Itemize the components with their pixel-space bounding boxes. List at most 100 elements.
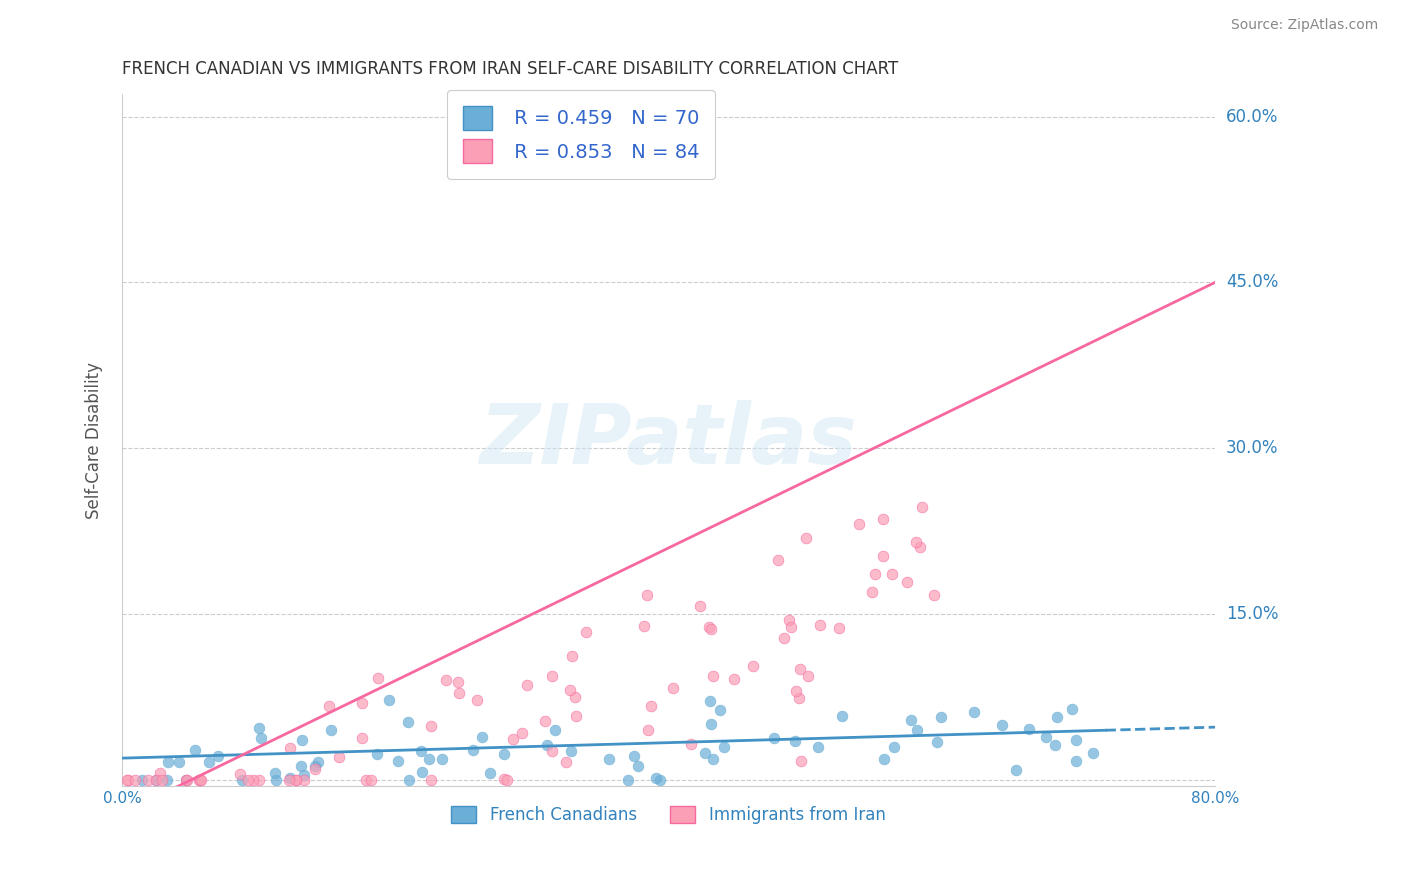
Point [808, 618, 831, 632]
Point [929, 710, 952, 724]
Point [496, 773, 519, 788]
Point [502, 731, 524, 746]
Point [702, 669, 724, 683]
Point [145, 773, 167, 788]
Point [420, 719, 443, 733]
Point [848, 517, 870, 532]
Point [991, 717, 1014, 731]
Point [796, 531, 818, 545]
Point [790, 754, 813, 768]
Point [783, 734, 806, 748]
Point [249, 731, 271, 746]
Point [633, 619, 655, 633]
Text: Source: ZipAtlas.com: Source: ZipAtlas.com [1230, 18, 1378, 32]
Point [780, 619, 803, 633]
Point [398, 715, 420, 730]
Point [863, 567, 886, 582]
Point [156, 755, 179, 769]
Y-axis label: Self-Care Disability: Self-Care Disability [86, 361, 103, 518]
Point [319, 723, 342, 737]
Point [378, 693, 401, 707]
Point [292, 768, 315, 782]
Point [541, 669, 564, 683]
Point [354, 773, 377, 788]
Point [187, 773, 209, 788]
Point [188, 773, 211, 788]
Point [516, 678, 538, 692]
Point [1018, 722, 1040, 736]
Point [360, 773, 382, 788]
Point [434, 673, 457, 687]
Point [768, 552, 790, 566]
Point [318, 699, 340, 714]
Point [411, 765, 433, 780]
Point [430, 752, 453, 766]
Point [167, 755, 190, 769]
Point [709, 703, 731, 717]
Point [278, 773, 301, 788]
Legend: French Canadians, Immigrants from Iran: French Canadians, Immigrants from Iran [443, 798, 894, 833]
Point [411, 743, 433, 757]
Point [873, 752, 896, 766]
Point [198, 756, 221, 770]
Point [367, 671, 389, 685]
Point [905, 723, 928, 738]
Point [575, 624, 598, 639]
Point [136, 773, 159, 788]
Point [247, 773, 270, 788]
Point [900, 713, 922, 727]
Point [697, 620, 720, 634]
Point [465, 693, 488, 707]
Point [479, 766, 502, 780]
Point [1064, 754, 1087, 768]
Point [555, 755, 578, 769]
Point [174, 773, 197, 788]
Text: ZIPatlas: ZIPatlas [479, 400, 858, 481]
Point [623, 749, 645, 764]
Point [494, 772, 516, 787]
Point [627, 759, 650, 773]
Point [640, 698, 662, 713]
Point [184, 742, 207, 756]
Point [662, 681, 685, 695]
Point [420, 773, 443, 788]
Point [679, 737, 702, 751]
Point [785, 684, 807, 698]
Point [534, 714, 557, 728]
Point [699, 694, 721, 708]
Point [247, 721, 270, 735]
Point [713, 740, 735, 755]
Text: 45.0%: 45.0% [1226, 274, 1278, 292]
Point [290, 759, 312, 773]
Point [1081, 746, 1104, 760]
Point [117, 773, 139, 788]
Point [872, 549, 894, 564]
Point [176, 773, 198, 788]
Point [155, 773, 177, 788]
Point [1045, 738, 1067, 752]
Point [471, 730, 494, 744]
Point [264, 773, 287, 788]
Point [117, 773, 139, 788]
Point [150, 773, 173, 788]
Point [242, 773, 264, 788]
Point [883, 739, 905, 754]
Point [174, 773, 197, 788]
Point [773, 631, 796, 645]
Point [561, 649, 583, 664]
Point [544, 723, 567, 737]
Point [896, 574, 918, 589]
Point [280, 740, 302, 755]
Point [872, 512, 894, 526]
Point [565, 709, 588, 723]
Point [797, 668, 820, 682]
Point [807, 739, 830, 754]
Text: 30.0%: 30.0% [1226, 440, 1278, 458]
Point [560, 744, 582, 758]
Point [598, 752, 620, 766]
Point [461, 743, 484, 757]
Point [693, 746, 716, 760]
Point [762, 731, 785, 745]
Point [644, 771, 666, 785]
Point [911, 500, 934, 514]
